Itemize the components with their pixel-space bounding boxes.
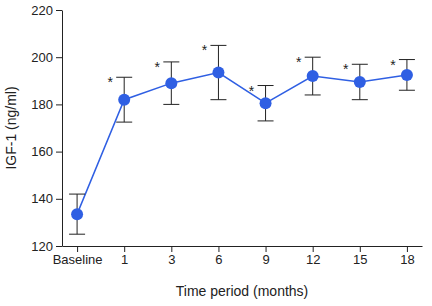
error-cap	[352, 64, 368, 65]
x-tick: Baseline	[53, 246, 103, 267]
error-bar	[305, 57, 321, 95]
x-tick-mark	[407, 246, 408, 252]
y-tick-mark	[56, 104, 62, 105]
error-cap	[399, 90, 415, 91]
series-line	[77, 73, 407, 215]
x-axis: Baseline 1 3 6 9 12 15 18	[53, 246, 423, 267]
error-bar	[163, 62, 179, 104]
error-cap	[163, 61, 179, 62]
error-cap	[305, 57, 321, 58]
point	[71, 208, 83, 220]
y-tick: 200	[31, 50, 62, 65]
point	[118, 94, 130, 106]
x-tick-label: 15	[353, 252, 367, 267]
error-cap	[258, 85, 274, 86]
error-cap	[163, 104, 179, 105]
x-tick-mark	[124, 246, 125, 252]
x-tick: 3	[168, 246, 175, 267]
error-bar	[352, 64, 368, 99]
x-tick-label: 18	[400, 252, 414, 267]
point	[401, 69, 413, 81]
error-cap	[210, 45, 226, 46]
x-tick-mark	[77, 246, 78, 252]
x-tick: 6	[215, 246, 222, 267]
x-tick-label: 1	[121, 252, 128, 267]
point	[165, 77, 177, 89]
x-tick-label: 6	[215, 252, 222, 267]
y-tick-mark	[56, 246, 62, 247]
x-axis-line	[63, 246, 423, 247]
x-tick: 1	[121, 246, 128, 267]
annotation: *	[202, 42, 208, 58]
error-bar	[69, 194, 85, 234]
x-tick-mark	[266, 246, 267, 252]
y-tick-label: 120	[31, 239, 53, 254]
y-tick: 160	[31, 144, 62, 159]
y-tick-label: 220	[31, 3, 53, 18]
x-tick-mark	[360, 246, 361, 252]
annotation: *	[107, 74, 113, 90]
y-tick-label: 160	[31, 144, 53, 159]
point	[307, 70, 319, 82]
error-cap	[210, 99, 226, 100]
data-layer	[69, 45, 415, 234]
annotation: *	[296, 54, 302, 70]
point	[354, 76, 366, 88]
y-axis: 120 140 160 180 200 220	[31, 3, 62, 254]
x-tick-mark	[171, 246, 172, 252]
error-cap	[352, 99, 368, 100]
y-tick: 180	[31, 97, 62, 112]
x-tick-label: 9	[262, 252, 269, 267]
y-axis-title: IGF-1 (ng/ml)	[3, 86, 19, 169]
x-tick-mark	[313, 246, 314, 252]
x-axis-title: Time period (months)	[176, 283, 309, 299]
y-tick-label: 200	[31, 50, 53, 65]
error-bar	[210, 45, 226, 99]
x-tick-label: 12	[306, 252, 320, 267]
y-tick-mark	[56, 57, 62, 58]
x-tick-mark	[218, 246, 219, 252]
point	[212, 67, 224, 79]
error-bar	[116, 77, 132, 122]
y-tick-mark	[56, 10, 62, 11]
annotation: *	[249, 83, 255, 99]
error-cap	[399, 59, 415, 60]
error-cap	[69, 234, 85, 235]
chart: 120 140 160 180 200 220 Baseline 1 3 6 9 12 15 18 * * * *…	[0, 0, 432, 306]
x-tick: 9	[262, 246, 269, 267]
y-tick-label: 180	[31, 97, 53, 112]
y-tick: 220	[31, 3, 62, 18]
error-bar	[258, 86, 274, 121]
y-tick-label: 140	[31, 191, 53, 206]
annotation: *	[155, 59, 161, 75]
error-cap	[258, 120, 274, 121]
y-axis-line	[62, 11, 63, 247]
x-tick: 12	[306, 246, 320, 267]
y-tick: 140	[31, 191, 62, 206]
error-cap	[116, 122, 132, 123]
annotation: *	[343, 61, 349, 77]
y-tick-mark	[56, 152, 62, 153]
x-tick: 18	[400, 246, 414, 267]
error-cap	[69, 194, 85, 195]
error-cap	[116, 77, 132, 78]
x-tick: 15	[353, 246, 367, 267]
error-bar	[399, 60, 415, 91]
x-tick-label: Baseline	[53, 252, 103, 267]
x-tick-label: 3	[168, 252, 175, 267]
y-tick-mark	[56, 199, 62, 200]
point	[260, 97, 272, 109]
annotation: *	[390, 57, 396, 73]
plot: 120 140 160 180 200 220 Baseline 1 3 6 9 12 15 18 * * * *…	[31, 3, 422, 268]
error-cap	[305, 94, 321, 95]
